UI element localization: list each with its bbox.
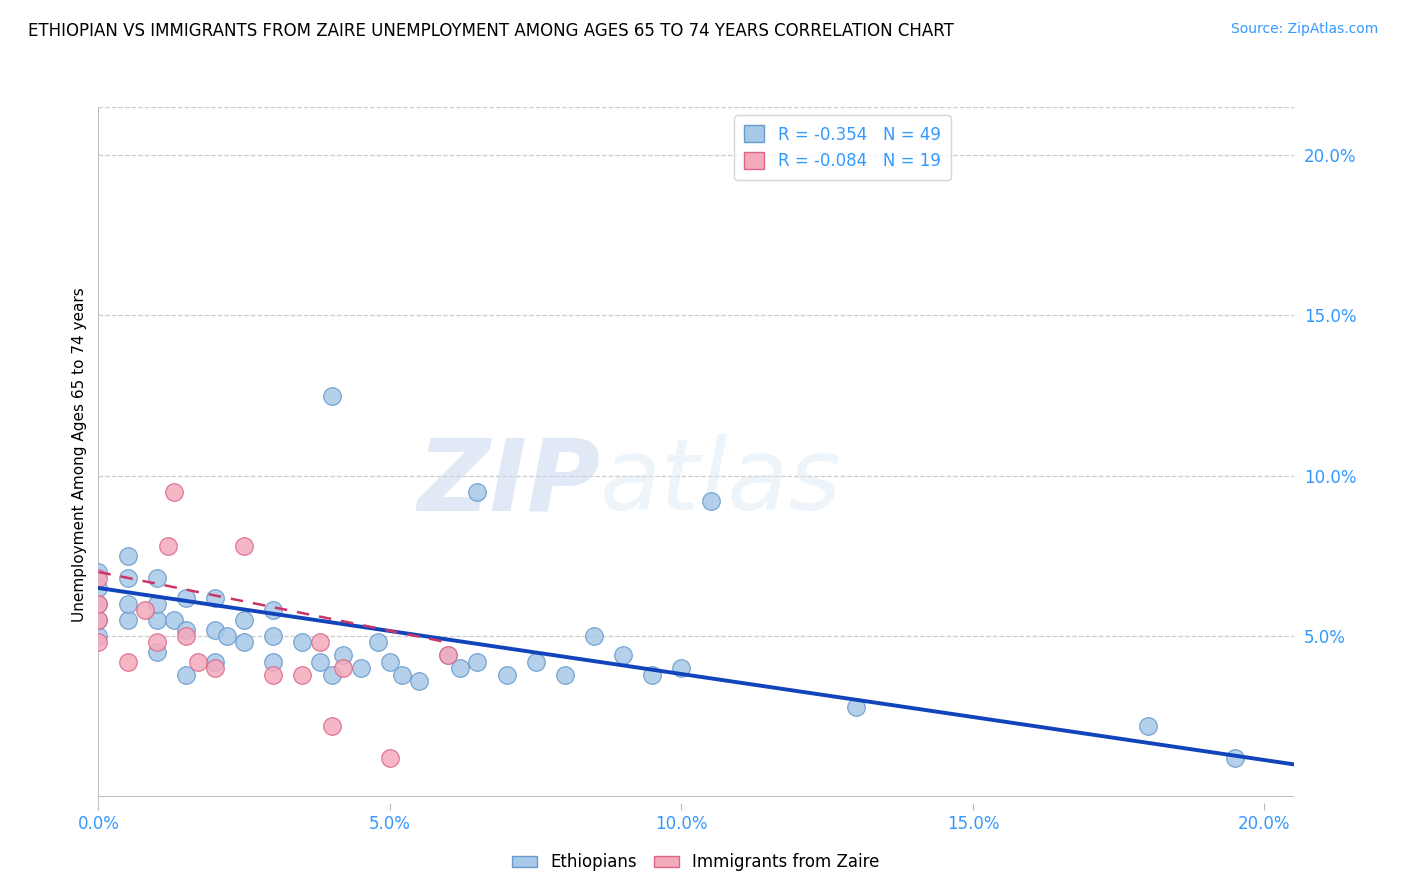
Point — [174, 629, 197, 643]
Point — [367, 635, 389, 649]
Point — [87, 581, 110, 595]
Point — [117, 571, 139, 585]
Point — [332, 661, 354, 675]
Point — [117, 597, 139, 611]
Point — [87, 597, 110, 611]
Point — [291, 635, 314, 649]
Point — [291, 667, 314, 681]
Point — [117, 613, 139, 627]
Point — [215, 629, 238, 643]
Point — [163, 484, 186, 499]
Point — [204, 655, 226, 669]
Point — [467, 655, 489, 669]
Point — [845, 699, 868, 714]
Point — [671, 661, 693, 675]
Point — [408, 673, 430, 688]
Point — [87, 613, 110, 627]
Point — [87, 565, 110, 579]
Point — [163, 613, 186, 627]
Point — [145, 635, 167, 649]
Point — [437, 648, 460, 663]
Point — [117, 655, 139, 669]
Point — [321, 389, 343, 403]
Point — [262, 667, 284, 681]
Text: ZIP: ZIP — [418, 434, 600, 532]
Point — [117, 549, 139, 563]
Point — [204, 661, 226, 675]
Point — [495, 667, 517, 681]
Point — [174, 591, 197, 605]
Point — [437, 648, 460, 663]
Point — [262, 603, 284, 617]
Point — [467, 484, 489, 499]
Point — [87, 629, 110, 643]
Point — [332, 648, 354, 663]
Legend: Ethiopians, Immigrants from Zaire: Ethiopians, Immigrants from Zaire — [506, 847, 886, 878]
Point — [524, 655, 547, 669]
Point — [554, 667, 576, 681]
Text: atlas: atlas — [600, 434, 842, 532]
Point — [204, 591, 226, 605]
Point — [134, 603, 156, 617]
Point — [1225, 751, 1247, 765]
Point — [378, 655, 401, 669]
Point — [612, 648, 634, 663]
Point — [309, 635, 332, 649]
Point — [1136, 719, 1159, 733]
Point — [145, 645, 167, 659]
Point — [145, 613, 167, 627]
Point — [233, 539, 256, 553]
Point — [321, 667, 343, 681]
Point — [233, 613, 256, 627]
Point — [87, 597, 110, 611]
Text: ETHIOPIAN VS IMMIGRANTS FROM ZAIRE UNEMPLOYMENT AMONG AGES 65 TO 74 YEARS CORREL: ETHIOPIAN VS IMMIGRANTS FROM ZAIRE UNEMP… — [28, 22, 955, 40]
Point — [378, 751, 401, 765]
Point — [145, 571, 167, 585]
Point — [204, 623, 226, 637]
Point — [391, 667, 413, 681]
Point — [699, 494, 721, 508]
Point — [87, 635, 110, 649]
Point — [233, 635, 256, 649]
Point — [174, 623, 197, 637]
Point — [262, 655, 284, 669]
Point — [262, 629, 284, 643]
Point — [145, 597, 167, 611]
Y-axis label: Unemployment Among Ages 65 to 74 years: Unemployment Among Ages 65 to 74 years — [72, 287, 87, 623]
Point — [309, 655, 332, 669]
Text: Source: ZipAtlas.com: Source: ZipAtlas.com — [1230, 22, 1378, 37]
Point — [321, 719, 343, 733]
Point — [641, 667, 664, 681]
Point — [582, 629, 605, 643]
Point — [157, 539, 180, 553]
Point — [186, 655, 208, 669]
Point — [87, 571, 110, 585]
Point — [174, 667, 197, 681]
Point — [87, 613, 110, 627]
Point — [350, 661, 373, 675]
Point — [449, 661, 471, 675]
